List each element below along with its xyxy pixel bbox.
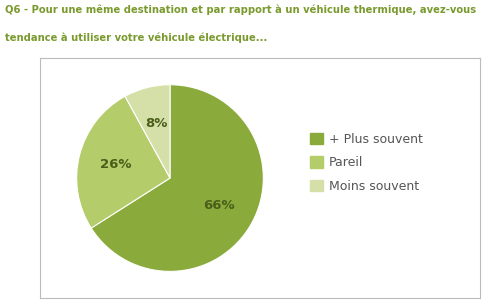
Text: Q6 - Pour une même destination et par rapport à un véhicule thermique, avez-vous: Q6 - Pour une même destination et par ra… <box>5 5 476 15</box>
Wedge shape <box>76 96 170 228</box>
Wedge shape <box>125 85 170 178</box>
Text: 26%: 26% <box>100 157 132 171</box>
Text: tendance à utiliser votre véhicule électrique...: tendance à utiliser votre véhicule élect… <box>5 32 268 43</box>
Text: 66%: 66% <box>204 199 235 212</box>
Wedge shape <box>91 85 264 271</box>
Text: 8%: 8% <box>145 117 168 130</box>
Legend: + Plus souvent, Pareil, Moins souvent: + Plus souvent, Pareil, Moins souvent <box>306 129 426 196</box>
